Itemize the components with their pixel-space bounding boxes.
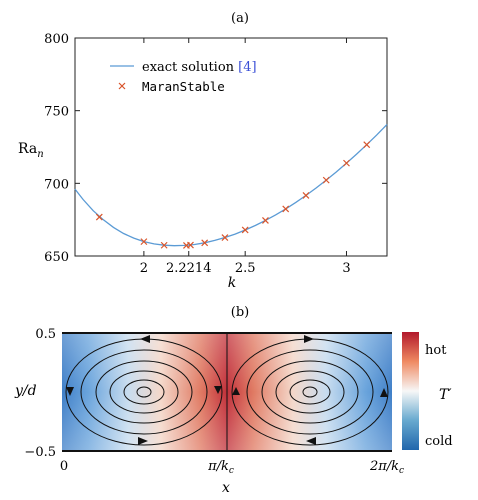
x-tick-label: 3 [342, 261, 350, 276]
flow-arrows [66, 335, 388, 445]
y-axis-label-main: Ra [18, 141, 37, 157]
maranstable-point [241, 226, 249, 234]
x-tick-label: 2.2214 [166, 261, 212, 276]
xtick-2pi: 2π/kc [369, 459, 404, 476]
panel-b-label: (b) [231, 305, 249, 320]
maranstable-point [302, 191, 310, 199]
xtick-2pi-main: 2π/k [369, 459, 399, 474]
y-tick-label: 750 [44, 105, 69, 120]
ytick-bottom: −0.5 [24, 445, 56, 460]
ytick-top: 0.5 [35, 327, 56, 342]
maranstable-point [262, 216, 269, 224]
arrow-left-top [140, 335, 150, 343]
maranstable-point [282, 205, 290, 213]
y-tick-label: 800 [44, 32, 69, 47]
x-axis-label: k [228, 275, 236, 291]
y-tick-label: 650 [44, 250, 69, 265]
arrow-right-wall [380, 388, 388, 397]
series-exact-solution-line [74, 124, 388, 247]
y-axis-label: Ran [18, 141, 44, 160]
maranstable-point [363, 141, 371, 149]
arrow-center-left [214, 386, 222, 394]
marker-layer [95, 141, 371, 249]
legend-entry-maranstable: MaranStable [142, 79, 225, 94]
legend-entry-exact-solution-text: exact solution [142, 60, 238, 75]
xtick-pi-sub: c [229, 466, 234, 476]
panel-a-label: (a) [231, 11, 249, 26]
plot-b [62, 332, 419, 452]
xtick-pi: π/kc [207, 459, 234, 476]
y-tick-label: 700 [44, 177, 69, 192]
maranstable-point [201, 239, 209, 247]
arrow-left-wall [66, 387, 74, 396]
legend-entry-ref: [4] [238, 60, 256, 75]
x-axis-label-b: x [222, 480, 230, 496]
maranstable-point [221, 234, 229, 241]
xtick-zero: 0 [60, 459, 68, 474]
legend-marker-swatch [118, 82, 126, 90]
legend: exact solution [4] MaranStable [110, 60, 257, 94]
maranstable-point [322, 176, 330, 184]
xtick-pi-main: π/k [207, 459, 229, 474]
y-axis-label-b: y/d [14, 383, 37, 399]
series-layer [74, 124, 388, 247]
plot-a-frame [74, 37, 388, 257]
y-axis-label-sub: n [37, 149, 43, 160]
maranstable-point [160, 241, 168, 249]
maranstable-point [343, 159, 350, 167]
legend-entry-exact-solution: exact solution [4] [142, 60, 257, 75]
maranstable-point [95, 213, 103, 221]
arrow-right-bottom [306, 437, 316, 445]
xtick-2pi-sub: c [399, 466, 404, 476]
x-tick-label: 2 [140, 261, 148, 276]
arrow-left-bottom [138, 437, 148, 445]
x-tick-label: 2.5 [235, 261, 256, 276]
x-axis: 2 2.2214 2.5 3 [140, 38, 351, 276]
colorbar-label-cold: cold [425, 434, 453, 449]
colorbar-label-hot: hot [425, 343, 447, 358]
maranstable-point [140, 238, 148, 246]
arrow-right-top [304, 335, 314, 343]
colorbar [402, 332, 419, 450]
colorbar-label: T′ [439, 387, 452, 403]
y-axis: 650 700 750 800 [44, 32, 387, 265]
maranstable-point [187, 241, 194, 249]
plot-a: 650 700 750 800 2 2.2214 2.5 3 [44, 32, 388, 276]
arrow-center-right [232, 387, 240, 395]
